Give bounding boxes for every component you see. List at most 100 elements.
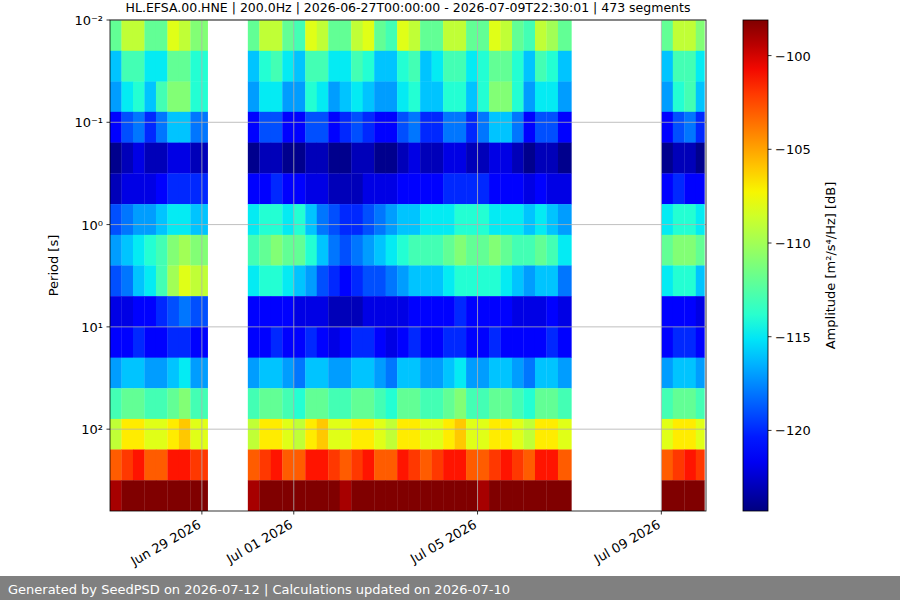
cell [535, 112, 547, 143]
chart: 10⁻²10⁻¹10⁰10¹10²Jun 29 2026Jul 01 2026J… [0, 0, 900, 600]
cell [351, 358, 363, 389]
cell [305, 204, 317, 235]
cell [478, 480, 490, 511]
cell [696, 480, 705, 511]
cell [546, 82, 558, 113]
cell [340, 419, 352, 450]
cell [317, 235, 329, 266]
cell [386, 204, 398, 235]
cell [489, 419, 501, 450]
cell [443, 173, 455, 204]
cell [432, 480, 444, 511]
cell [156, 419, 168, 450]
cell [696, 449, 705, 480]
cell [661, 480, 673, 511]
y-tick-label: 10⁻¹ [74, 115, 103, 130]
cell [179, 143, 191, 174]
cell [179, 112, 191, 143]
footer: Generated by SeedPSD on 2026-07-12 | Cal… [8, 582, 510, 597]
cell [374, 20, 386, 51]
cell [466, 419, 478, 450]
cell [248, 265, 260, 296]
cell [328, 173, 340, 204]
cell [133, 143, 145, 174]
cell [409, 51, 421, 82]
cell [420, 20, 432, 51]
cell [558, 419, 572, 450]
cell [294, 20, 306, 51]
cell [179, 296, 191, 327]
cell [110, 173, 122, 204]
cell [455, 173, 467, 204]
cell [501, 480, 513, 511]
cell [489, 449, 501, 480]
cell [661, 173, 673, 204]
cell [340, 51, 352, 82]
cell [673, 173, 685, 204]
cell [523, 82, 535, 113]
cell [489, 358, 501, 389]
cell [512, 235, 524, 266]
cell [110, 265, 122, 296]
cell [328, 235, 340, 266]
cell [317, 204, 329, 235]
cell [282, 235, 294, 266]
cell [478, 204, 490, 235]
cell [294, 51, 306, 82]
cell [546, 358, 558, 389]
cell [478, 296, 490, 327]
cell [523, 296, 535, 327]
cell [328, 20, 340, 51]
cell [305, 480, 317, 511]
cell [271, 358, 283, 389]
cell [386, 112, 398, 143]
cell [661, 20, 673, 51]
cell [110, 327, 122, 358]
plot-frame [110, 20, 706, 511]
cell [501, 358, 513, 389]
cell [259, 388, 271, 419]
cell [443, 204, 455, 235]
cell [432, 358, 444, 389]
cell [340, 143, 352, 174]
cell [156, 265, 168, 296]
grid [110, 20, 706, 511]
cell [363, 143, 375, 174]
cell [156, 20, 168, 51]
cell [409, 449, 421, 480]
cell [696, 235, 705, 266]
cell [351, 51, 363, 82]
cell [133, 296, 145, 327]
cell [386, 449, 398, 480]
cell [121, 235, 133, 266]
cell [190, 388, 208, 419]
cell [317, 388, 329, 419]
cell [271, 235, 283, 266]
cell [397, 20, 409, 51]
cell [512, 480, 524, 511]
cell [558, 449, 572, 480]
cell [317, 265, 329, 296]
y-axis-title: Period [s] [46, 235, 61, 297]
cell [121, 480, 133, 511]
grid-line [110, 429, 706, 430]
cell [478, 327, 490, 358]
cell [282, 449, 294, 480]
cell [523, 327, 535, 358]
cell [110, 449, 122, 480]
cell [397, 358, 409, 389]
cell [363, 265, 375, 296]
cell [248, 143, 260, 174]
cell [282, 143, 294, 174]
cell [443, 327, 455, 358]
cell [282, 20, 294, 51]
cell [558, 204, 572, 235]
cell [466, 449, 478, 480]
cell [684, 143, 696, 174]
cell [478, 20, 490, 51]
cell [478, 449, 490, 480]
cell [409, 173, 421, 204]
cell [455, 51, 467, 82]
cell [271, 327, 283, 358]
cell [248, 419, 260, 450]
